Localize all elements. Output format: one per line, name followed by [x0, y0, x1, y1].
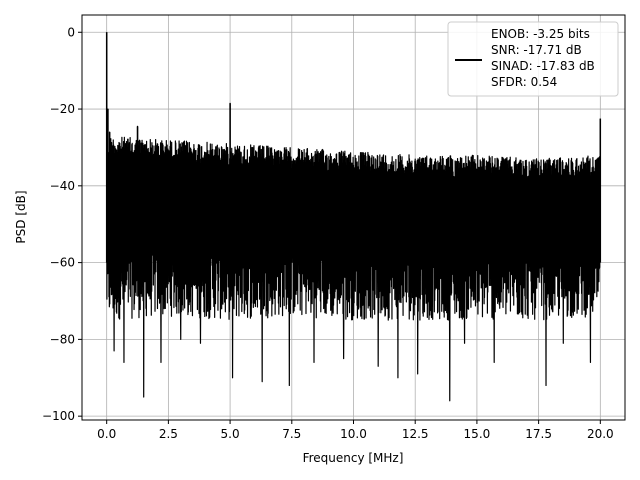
x-tick-label: 12.5	[402, 427, 429, 441]
y-tick-label: −100	[42, 409, 75, 423]
x-tick-label: 2.5	[159, 427, 178, 441]
x-axis-ticks: 0.0 2.5 5.0 7.5 10.0 12.5 15.0 17.5 20.0	[97, 420, 614, 441]
legend-box	[447, 21, 619, 97]
x-tick-label: 20.0	[587, 427, 614, 441]
x-tick-label: 0.0	[97, 427, 116, 441]
x-tick-label: 17.5	[525, 427, 552, 441]
y-axis-ticks: 0 −20 −40 −60 −80 −100	[42, 25, 82, 423]
y-tick-label: −40	[50, 179, 75, 193]
legend-entry-enob: ENOB: -3.25 bits	[491, 27, 590, 41]
psd-series-line	[106, 32, 601, 402]
x-tick-label: 15.0	[464, 427, 491, 441]
legend-entry-snr: SNR: -17.71 dB	[491, 43, 582, 57]
x-tick-label: 7.5	[282, 427, 301, 441]
y-tick-label: −60	[50, 256, 75, 270]
legend-entry-sfdr: SFDR: 0.54	[491, 75, 557, 89]
y-axis-label: PSD [dB]	[14, 190, 28, 243]
legend-entry-sinad: SINAD: -17.83 dB	[491, 59, 595, 73]
x-tick-label: 5.0	[221, 427, 240, 441]
series-trace	[105, 32, 602, 402]
x-tick-label: 10.0	[340, 427, 367, 441]
y-tick-label: −80	[50, 332, 75, 346]
x-axis-label: Frequency [MHz]	[303, 451, 404, 465]
legend: ENOB: -3.25 bits SNR: -17.71 dB SINAD: -…	[447, 21, 619, 97]
y-tick-label: 0	[67, 25, 75, 39]
y-tick-label: −20	[50, 102, 75, 116]
